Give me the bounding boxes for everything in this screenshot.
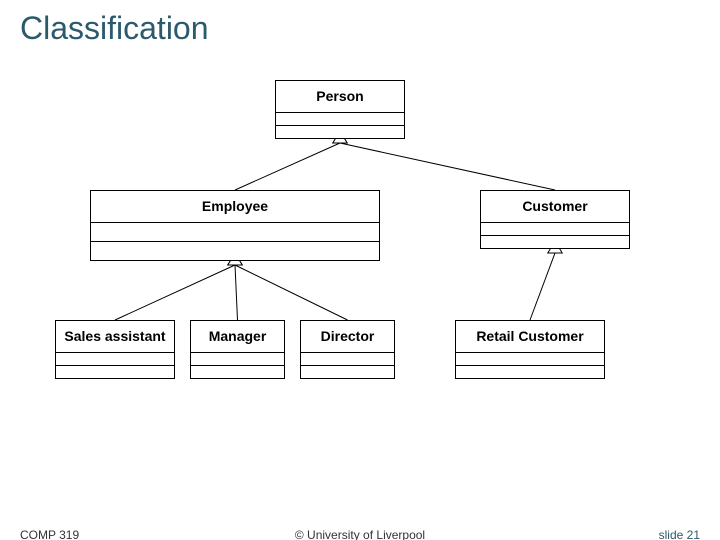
class-manager: Manager bbox=[190, 320, 285, 379]
class-retail: Retail Customer bbox=[455, 320, 605, 379]
class-customer: Customer bbox=[480, 190, 630, 249]
class-director: Director bbox=[300, 320, 395, 379]
uml-diagram: Person Employee Customer Sales assistant Man… bbox=[0, 0, 720, 540]
class-attrs-retail bbox=[456, 353, 604, 366]
class-name-employee: Employee bbox=[91, 191, 379, 223]
class-name-director: Director bbox=[301, 321, 394, 353]
class-ops-retail bbox=[456, 366, 604, 378]
class-name-manager: Manager bbox=[191, 321, 284, 353]
class-name-retail: Retail Customer bbox=[456, 321, 604, 353]
class-name-customer: Customer bbox=[481, 191, 629, 223]
class-person: Person bbox=[275, 80, 405, 139]
class-ops-person bbox=[276, 126, 404, 138]
class-attrs-customer bbox=[481, 223, 629, 236]
class-attrs-director bbox=[301, 353, 394, 366]
class-sales: Sales assistant bbox=[55, 320, 175, 379]
class-name-sales: Sales assistant bbox=[56, 321, 174, 353]
class-ops-sales bbox=[56, 366, 174, 378]
footer-copyright: © University of Liverpool bbox=[0, 528, 720, 540]
class-ops-manager bbox=[191, 366, 284, 378]
class-attrs-manager bbox=[191, 353, 284, 366]
footer-slide-number: slide 21 bbox=[659, 528, 700, 540]
class-ops-customer bbox=[481, 236, 629, 248]
class-ops-employee bbox=[91, 242, 379, 260]
class-attrs-employee bbox=[91, 223, 379, 242]
class-employee: Employee bbox=[90, 190, 380, 261]
class-name-person: Person bbox=[276, 81, 404, 113]
class-ops-director bbox=[301, 366, 394, 378]
class-attrs-sales bbox=[56, 353, 174, 366]
class-attrs-person bbox=[276, 113, 404, 126]
